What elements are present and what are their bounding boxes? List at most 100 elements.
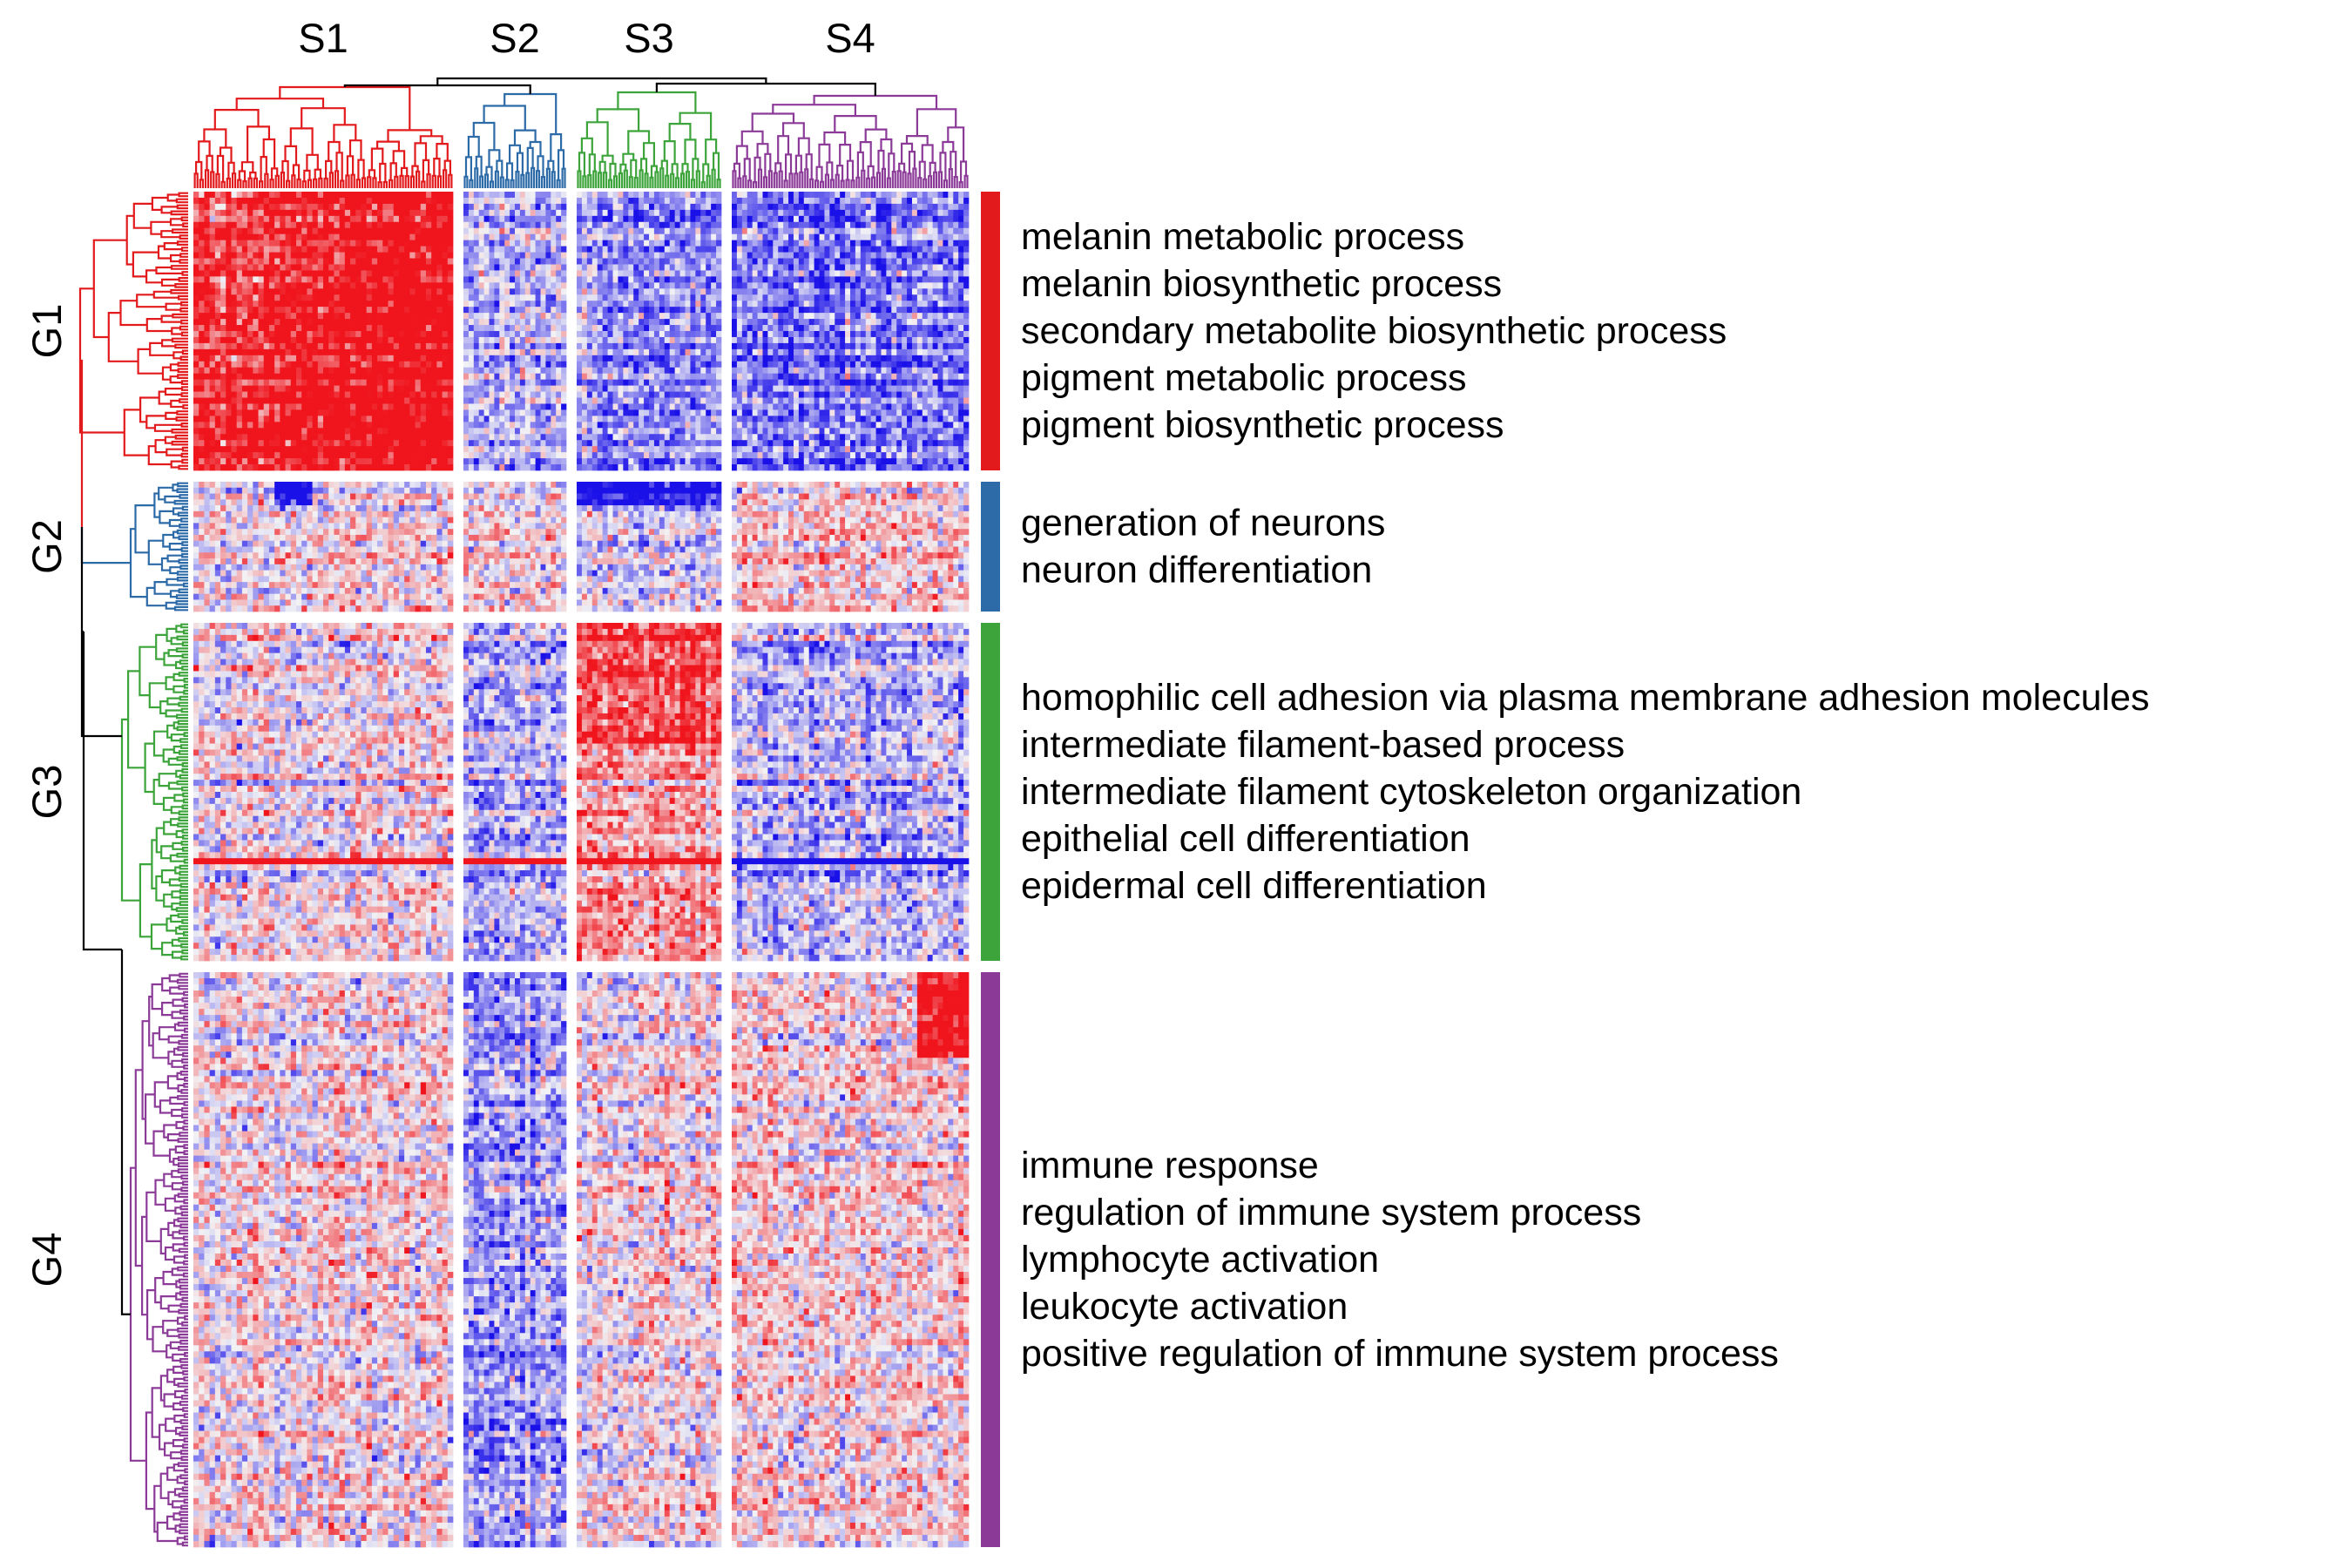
heatmap-cell <box>350 374 356 380</box>
heatmap-cell <box>431 301 437 307</box>
heatmap-cell <box>644 204 649 210</box>
heatmap-cell <box>399 434 405 440</box>
heatmap-cell <box>215 240 221 247</box>
heatmap-cell <box>328 210 335 216</box>
heatmap-cell <box>367 264 373 270</box>
heatmap-cell <box>499 247 504 253</box>
heatmap-cell <box>215 234 221 240</box>
heatmap-cell <box>361 380 367 386</box>
heatmap-cell <box>479 259 484 265</box>
heatmap-cell <box>484 434 490 440</box>
heatmap-cell <box>253 294 259 301</box>
heatmap-cell <box>259 282 265 288</box>
heatmap-cell <box>399 458 405 464</box>
heatmap-cell <box>280 228 286 234</box>
heatmap-cell <box>247 343 253 349</box>
heatmap-cell <box>443 301 449 307</box>
heatmap-cell <box>399 398 405 404</box>
heatmap-cell <box>334 210 340 216</box>
heatmap-cell <box>296 253 302 259</box>
heatmap-cell <box>416 276 422 282</box>
heatmap-cell <box>525 282 531 288</box>
heatmap-cell <box>328 392 335 398</box>
heatmap-cell <box>220 355 226 362</box>
heatmap-cell <box>237 259 243 265</box>
heatmap-cell <box>340 337 346 343</box>
heatmap-cell <box>210 343 216 349</box>
heatmap-cell <box>242 392 248 398</box>
heatmap-cell <box>499 276 504 282</box>
heatmap-cell <box>490 247 495 253</box>
heatmap-cell <box>334 276 340 282</box>
heatmap-cell <box>269 398 275 404</box>
heatmap-cell <box>404 204 410 210</box>
heatmap-cell <box>409 222 416 228</box>
heatmap-cell <box>490 192 495 198</box>
heatmap-cell <box>199 380 205 386</box>
heatmap-cell <box>416 228 422 234</box>
heatmap-cell <box>499 386 504 392</box>
heatmap-cell <box>474 362 479 368</box>
heatmap-cell <box>215 422 221 428</box>
heatmap-cell <box>531 240 536 247</box>
heatmap-cell <box>318 409 324 416</box>
heatmap-cell <box>204 282 210 288</box>
heatmap-cell <box>469 362 474 368</box>
heatmap-cell <box>494 362 499 368</box>
heatmap-cell <box>436 301 443 307</box>
heatmap-cell <box>479 264 484 270</box>
heatmap-cell <box>247 458 253 464</box>
heatmap-cell <box>426 337 432 343</box>
heatmap-cell <box>556 409 561 416</box>
heatmap-cell <box>426 301 432 307</box>
heatmap-cell <box>525 276 531 282</box>
heatmap-cell <box>436 362 443 368</box>
heatmap-cell <box>313 313 319 319</box>
heatmap-cell <box>269 380 275 386</box>
heatmap-cell <box>247 398 253 404</box>
column-dendrogram-s3 <box>578 92 720 188</box>
heatmap-cell <box>421 428 427 434</box>
heatmap-cell <box>253 313 259 319</box>
heatmap-cell <box>463 282 469 288</box>
heatmap-cell <box>361 368 367 374</box>
heatmap-cell <box>510 362 515 368</box>
heatmap-cell <box>603 198 608 204</box>
heatmap-cell <box>377 403 383 409</box>
heatmap-cell <box>416 343 422 349</box>
heatmap-cell <box>436 386 443 392</box>
heatmap-cell <box>199 428 205 434</box>
heatmap-cell <box>193 270 199 276</box>
heatmap-cell <box>253 210 259 216</box>
heatmap-cell <box>520 343 525 349</box>
heatmap-cell <box>587 198 592 204</box>
heatmap-cell <box>525 204 531 210</box>
heatmap-cell <box>345 458 351 464</box>
heatmap-cell <box>313 301 319 307</box>
heatmap-cell <box>479 362 484 368</box>
heatmap-cell <box>345 362 351 368</box>
column-dendrogram <box>195 78 968 188</box>
heatmap-cell <box>531 464 536 470</box>
heatmap-cell <box>382 380 389 386</box>
heatmap-cell <box>399 464 405 470</box>
heatmap-cell <box>520 198 525 204</box>
heatmap-cell <box>193 398 199 404</box>
heatmap-cell <box>367 362 373 368</box>
heatmap-cell <box>510 313 515 319</box>
heatmap-cell <box>654 192 659 198</box>
heatmap-cell <box>372 355 378 362</box>
heatmap-cell <box>690 259 695 265</box>
heatmap-cell <box>296 288 302 294</box>
heatmap-cell <box>469 446 474 452</box>
heatmap-cell <box>226 216 232 222</box>
heatmap-cell <box>536 307 541 313</box>
heatmap-cell <box>409 464 416 470</box>
heatmap-cell <box>382 428 389 434</box>
heatmap-cell <box>484 422 490 428</box>
heatmap-cell <box>199 416 205 422</box>
heatmap-cell <box>421 253 427 259</box>
heatmap-cell <box>463 416 469 422</box>
heatmap-cell <box>334 355 340 362</box>
heatmap-cell <box>545 294 551 301</box>
